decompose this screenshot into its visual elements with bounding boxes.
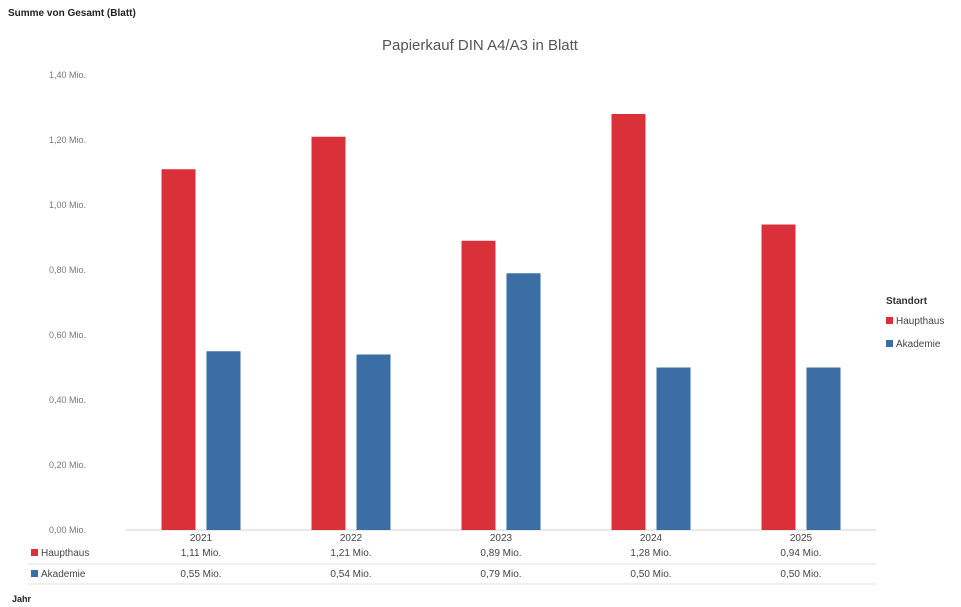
bar-akademie-2022 xyxy=(356,354,391,530)
bar-akademie-2023 xyxy=(506,273,541,530)
legend-swatch xyxy=(886,317,893,324)
bar-haupthaus-2021 xyxy=(161,169,196,530)
data-label: 0,54 Mio. xyxy=(330,569,371,580)
legend-title: Standort xyxy=(886,296,928,307)
data-label: 0,50 Mio. xyxy=(630,569,671,580)
legend-item: Akademie xyxy=(896,339,941,350)
y-tick-label: 0,80 Mio. xyxy=(49,265,86,275)
y-tick-label: 0,60 Mio. xyxy=(49,330,86,340)
data-label: 0,94 Mio. xyxy=(780,548,821,559)
y-tick-label: 0,20 Mio. xyxy=(49,460,86,470)
bar-haupthaus-2024 xyxy=(611,114,646,530)
data-label: 1,11 Mio. xyxy=(181,548,221,559)
x-tick-label: 2025 xyxy=(790,533,813,544)
y-tick-label: 1,20 Mio. xyxy=(49,135,86,145)
x-tick-label: 2023 xyxy=(490,533,513,544)
y-tick-label: 0,00 Mio. xyxy=(49,525,86,535)
y-tick-label: 0,40 Mio. xyxy=(49,395,86,405)
data-label: 0,79 Mio. xyxy=(480,569,521,580)
legend-swatch xyxy=(886,340,893,347)
table-row-label: Haupthaus xyxy=(41,548,89,559)
bar-haupthaus-2025 xyxy=(761,224,796,530)
axis-field-label[interactable]: Jahr xyxy=(12,594,32,604)
data-label: 1,28 Mio. xyxy=(630,548,671,559)
data-label: 0,89 Mio. xyxy=(480,548,521,559)
bar-haupthaus-2023 xyxy=(461,240,496,530)
chart-title: Papierkauf DIN A4/A3 in Blatt xyxy=(382,37,579,54)
y-tick-label: 1,00 Mio. xyxy=(49,200,86,210)
value-field-label[interactable]: Summe von Gesamt (Blatt) xyxy=(8,8,136,19)
bar-akademie-2024 xyxy=(656,367,691,530)
data-label: 0,55 Mio. xyxy=(180,569,221,580)
data-label: 0,50 Mio. xyxy=(780,569,821,580)
y-tick-label: 1,40 Mio. xyxy=(49,70,86,80)
table-legend-swatch xyxy=(31,549,38,556)
data-label: 1,21 Mio. xyxy=(330,548,371,559)
bar-haupthaus-2022 xyxy=(311,136,346,530)
bar-akademie-2021 xyxy=(206,351,241,530)
x-tick-label: 2024 xyxy=(640,533,663,544)
legend-item: Haupthaus xyxy=(896,316,944,327)
x-tick-label: 2022 xyxy=(340,533,363,544)
table-legend-swatch xyxy=(31,570,38,577)
x-tick-label: 2021 xyxy=(190,533,213,544)
bar-akademie-2025 xyxy=(806,367,841,530)
table-row-label: Akademie xyxy=(41,569,86,580)
